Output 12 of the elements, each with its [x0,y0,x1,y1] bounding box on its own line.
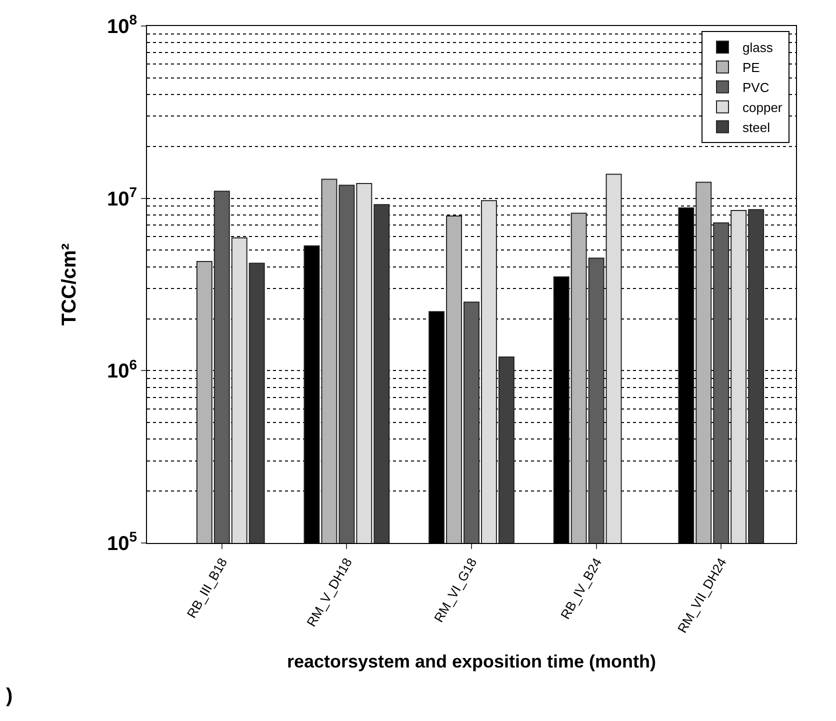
legend-label: PVC [742,80,770,95]
y-tick-label: 10$^{5}$ [106,528,138,555]
text: ) [6,685,13,707]
legend-label: glass [742,40,774,56]
y-tick-label: 10$^{7}$ [106,184,138,210]
legend-label: PE [742,60,760,76]
legend-label: steel [742,120,770,135]
y-tick-label: 10$^{6}$ [106,356,138,383]
x-axis-title: reactorsystem and exposition time (month) [286,652,656,672]
legend-label: copper [742,100,783,115]
y-axis-title: TCC/cm² [58,243,80,326]
y-tick-label: 10$^{8}$ [106,12,138,38]
